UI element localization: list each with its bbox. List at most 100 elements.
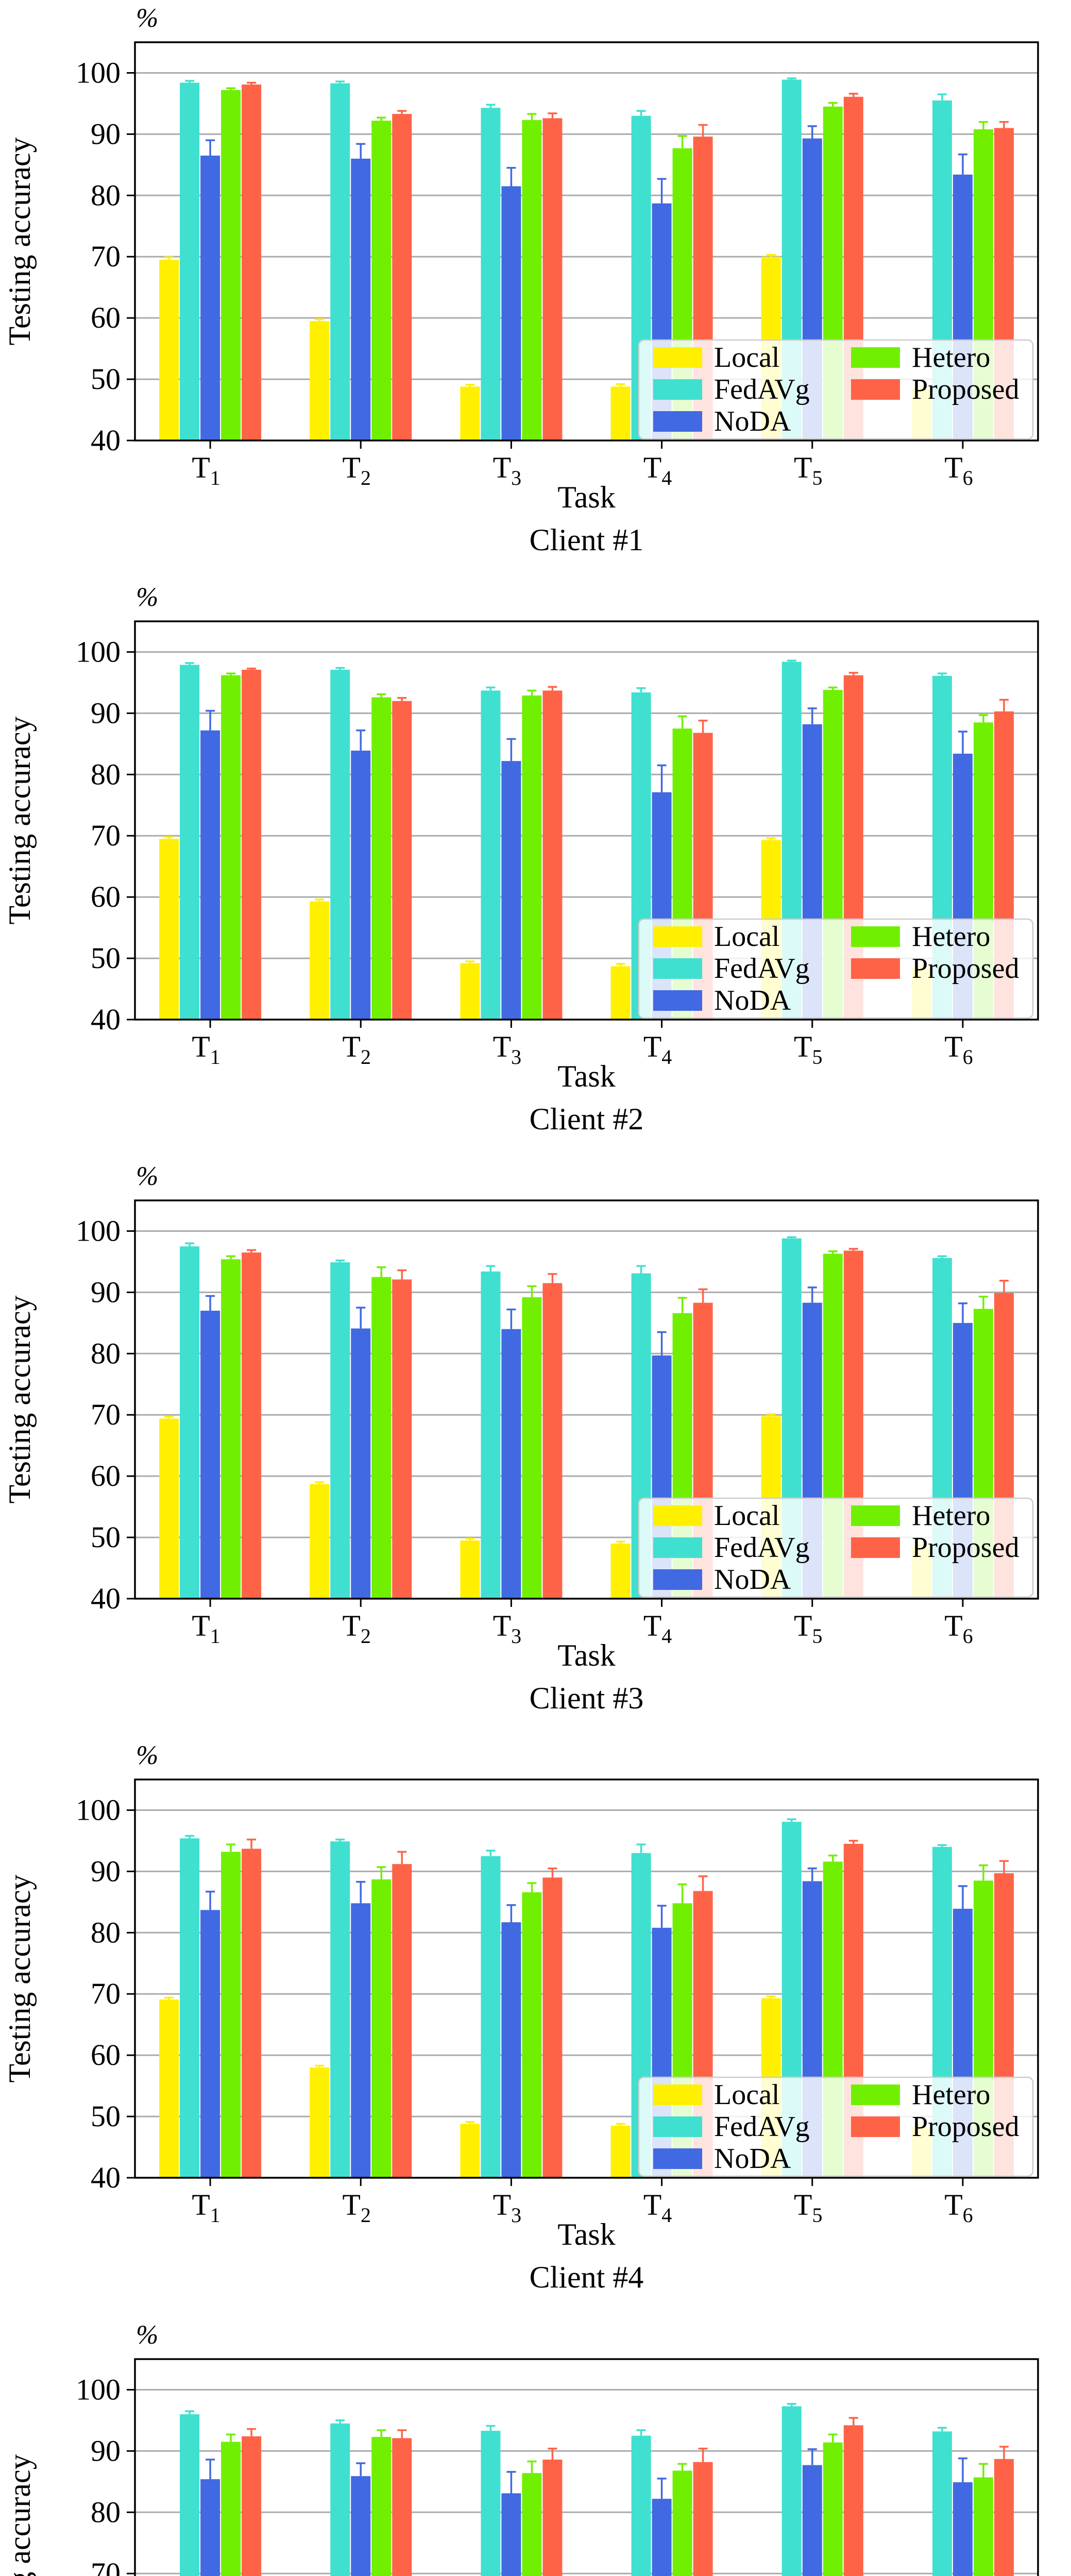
bar-hetero-T_2 — [371, 2437, 392, 2576]
y-tick-label-40: 40 — [91, 2161, 121, 2194]
x-tick-label-T_5: T5 — [794, 2188, 822, 2227]
y-tick-label-70: 70 — [91, 819, 121, 852]
y-tick-label-70: 70 — [91, 1977, 121, 2010]
y-tick-label-60: 60 — [91, 301, 121, 334]
bar-hetero-T_1 — [221, 675, 241, 1020]
x-tick-label-T_6: T6 — [944, 451, 973, 489]
legend-label-hetero: Hetero — [912, 1500, 990, 1532]
bar-local-T_2 — [310, 321, 330, 440]
bar-hetero-T_2 — [371, 697, 392, 1020]
bar-hetero-T_3 — [522, 1892, 542, 2178]
y-tick-label-60: 60 — [91, 880, 121, 913]
bars-proposed — [242, 2425, 1014, 2576]
legend-label-hetero: Hetero — [912, 342, 990, 374]
bar-noda-T_3 — [501, 186, 521, 440]
chart-client-1: 40 50 60 70 80 90 100 T1 T2 T3 T4 T5 T6% Testing accu… — [0, 0, 1071, 579]
errorbars-local — [164, 1995, 926, 2127]
bar-noda-T_3 — [501, 761, 521, 1020]
bar-noda-T_1 — [200, 1311, 220, 1599]
y-tick-label-70: 70 — [91, 1398, 121, 1431]
y-tick-label-60: 60 — [91, 2038, 121, 2072]
x-tick-label-T_4: T4 — [643, 1609, 672, 1648]
errorbars-hetero — [226, 87, 988, 148]
y-tick-label-90: 90 — [91, 1854, 121, 1888]
bar-noda-T_2 — [351, 1328, 371, 1599]
x-axis-label: Task — [557, 480, 615, 514]
bar-hetero-T_1 — [221, 1852, 241, 2178]
legend-label-proposed: Proposed — [912, 374, 1019, 405]
y-tick-label-60: 60 — [91, 1459, 121, 1493]
x-tick-label-T_1: T1 — [192, 2188, 220, 2227]
bar-proposed-T_5 — [843, 2425, 863, 2576]
bar-fedavg-T_1 — [180, 82, 200, 440]
bar-fedavg-T_1 — [180, 1246, 200, 1599]
plot-frame — [134, 1199, 1039, 1600]
errorbars-hetero — [226, 1250, 988, 1313]
y-tick-label-50: 50 — [91, 1520, 121, 1554]
errorbars-hetero — [226, 1843, 988, 1904]
x-tick-label-T_4: T4 — [643, 451, 672, 489]
legend-label-hetero: Hetero — [912, 2079, 990, 2111]
y-tick-label-80: 80 — [91, 757, 121, 791]
x-tick-label-T_3: T3 — [493, 1609, 521, 1648]
chart-canvas: 40 50 60 70 80 90 100 T1 T2 T3 T4 T5 T6% Testing accu… — [0, 0, 1071, 579]
bar-fedavg-T_1 — [180, 2414, 200, 2576]
y-tick-label-70: 70 — [91, 240, 121, 273]
x-tick-label-T_5: T5 — [794, 1030, 822, 1069]
y-tick-label-50: 50 — [91, 362, 121, 396]
bars-proposed — [242, 1250, 1014, 1599]
legend-swatch-local — [653, 347, 702, 368]
bar-fedavg-T_1 — [180, 665, 200, 1020]
x-tick-label-T_2: T2 — [343, 451, 371, 489]
bar-noda-T_1 — [200, 2479, 220, 2576]
legend-swatch-fedavg — [653, 379, 702, 400]
bar-fedavg-T_2 — [330, 83, 350, 440]
plot-frame — [134, 41, 1039, 442]
legend-swatch-proposed — [851, 379, 900, 400]
bar-hetero-T_3 — [522, 695, 542, 1020]
y-axis-label: Testing accuracy — [3, 138, 37, 346]
bar-proposed-T_1 — [242, 669, 262, 1020]
legend-swatch-proposed — [851, 1537, 900, 1558]
bar-noda-T_3 — [501, 2493, 521, 2576]
y-tick-label-40: 40 — [91, 423, 121, 457]
legend-label-local: Local — [714, 921, 779, 953]
y-tick-label-100: 100 — [76, 1793, 121, 1826]
bar-local-T_1 — [159, 260, 179, 440]
errorbars-fedavg — [185, 77, 947, 116]
bar-fedavg-T_5 — [781, 2406, 802, 2576]
bar-noda-T_3 — [501, 1329, 521, 1599]
bar-hetero-T_2 — [371, 1879, 392, 2178]
chart-canvas: 40 50 60 70 80 90 100 T1 T2 T3 T4 T5 T6% Testing accu… — [0, 1737, 1071, 2316]
bars-noda — [200, 1881, 973, 2178]
legend-label-proposed: Proposed — [912, 1532, 1019, 1564]
bar-local-T_1 — [159, 839, 179, 1020]
legend-label-noda: NoDA — [714, 2143, 791, 2175]
chart-client-4: 40 50 60 70 80 90 100 T1 T2 T3 T4 T5 T6% Testing accu… — [0, 1737, 1071, 2316]
x-tick-label-T_1: T1 — [192, 1030, 220, 1069]
bars-proposed — [242, 1843, 1014, 2178]
y-tick-label-80: 80 — [91, 1336, 121, 1370]
legend-label-fedavg: FedAVg — [714, 953, 810, 985]
bar-fedavg-T_3 — [481, 1271, 501, 1599]
y-axis-label: Testing accuracy — [3, 717, 37, 925]
plot-frame — [134, 2358, 1039, 2576]
bar-noda-T_1 — [200, 1910, 220, 2178]
bar-fedavg-T_2 — [330, 1841, 350, 2178]
chart-client-3: 40 50 60 70 80 90 100 T1 T2 T3 T4 T5 T6% Testing accu… — [0, 1158, 1071, 1737]
errorbars-noda — [206, 1867, 967, 1928]
legend-label-proposed: Proposed — [912, 2111, 1019, 2143]
legend-label-local: Local — [714, 342, 779, 374]
bar-proposed-T_3 — [542, 690, 563, 1020]
bar-hetero-T_1 — [221, 90, 241, 440]
y-tick-label-100: 100 — [76, 56, 121, 89]
legend-swatch-noda — [653, 411, 702, 432]
bar-hetero-T_3 — [522, 2473, 542, 2576]
bar-local-T_3 — [460, 386, 480, 440]
legend-swatch-noda — [653, 990, 702, 1011]
bar-noda-T_2 — [351, 2476, 371, 2576]
x-tick-label-T_3: T3 — [493, 451, 521, 489]
